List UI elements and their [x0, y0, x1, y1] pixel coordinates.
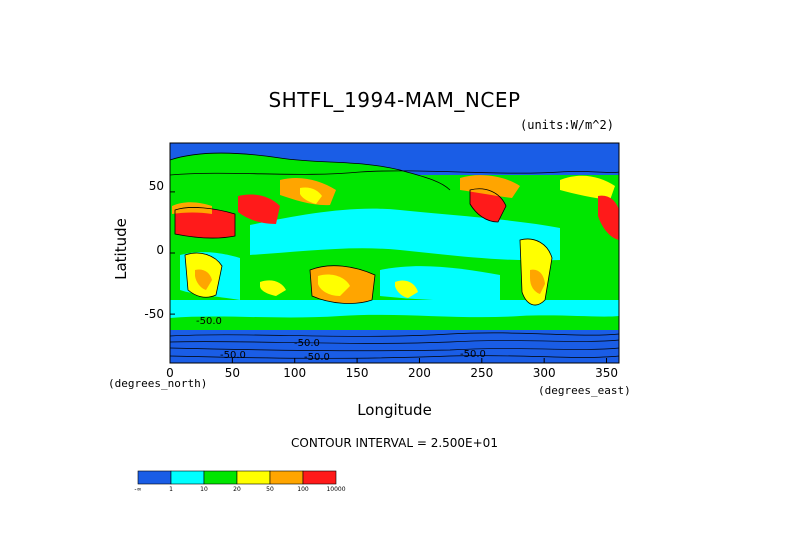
contour-label: -50.0 — [294, 338, 320, 349]
x-tick-label: 0 — [166, 366, 174, 380]
colorbar-swatch — [137, 470, 172, 485]
colorbar-swatch — [203, 470, 238, 485]
contour-interval: CONTOUR INTERVAL = 2.500E+01 — [291, 436, 498, 450]
colorbar-swatch — [170, 470, 205, 485]
x-units-right: (degrees_east) — [538, 384, 631, 397]
colorbar — [137, 470, 337, 485]
colorbar-label: 100 — [297, 486, 309, 493]
y-tick-label: 50 — [148, 179, 164, 193]
colorbar-swatch — [269, 470, 304, 485]
map-field — [170, 143, 619, 363]
chart-title: SHTFL_1994-MAM_NCEP — [268, 88, 521, 112]
x-tick-label: 200 — [407, 366, 431, 380]
x-tick-label: 100 — [283, 366, 307, 380]
contour-label: -50.0 — [460, 349, 486, 360]
colorbar-swatch — [236, 470, 271, 485]
units-label: (units:W/m^2) — [520, 118, 614, 132]
x-tick-label: 250 — [470, 366, 494, 380]
x-axis-label: Longitude — [357, 401, 432, 419]
colorbar-label: 10 — [200, 486, 208, 493]
colorbar-label: 10000 — [326, 486, 346, 493]
x-tick-label: 350 — [595, 366, 618, 380]
contour-label: -50.0 — [304, 352, 330, 363]
colorbar-label: 50 — [266, 486, 274, 493]
colorbar-label: 20 — [233, 486, 241, 493]
contour-label: -50.0 — [220, 350, 246, 361]
y-tick-label: -50 — [144, 307, 164, 321]
colorbar-label: 1 — [169, 486, 173, 493]
contour-label: -50.0 — [196, 316, 222, 327]
colorbar-label: -∞ — [134, 486, 142, 493]
x-tick-label: 300 — [532, 366, 556, 380]
y-tick-label: 0 — [156, 243, 164, 257]
x-tick-label: 150 — [345, 366, 369, 380]
x-tick-label: 50 — [224, 366, 240, 380]
colorbar-swatch — [302, 470, 337, 485]
x-units-left: (degrees_north) — [108, 377, 208, 390]
